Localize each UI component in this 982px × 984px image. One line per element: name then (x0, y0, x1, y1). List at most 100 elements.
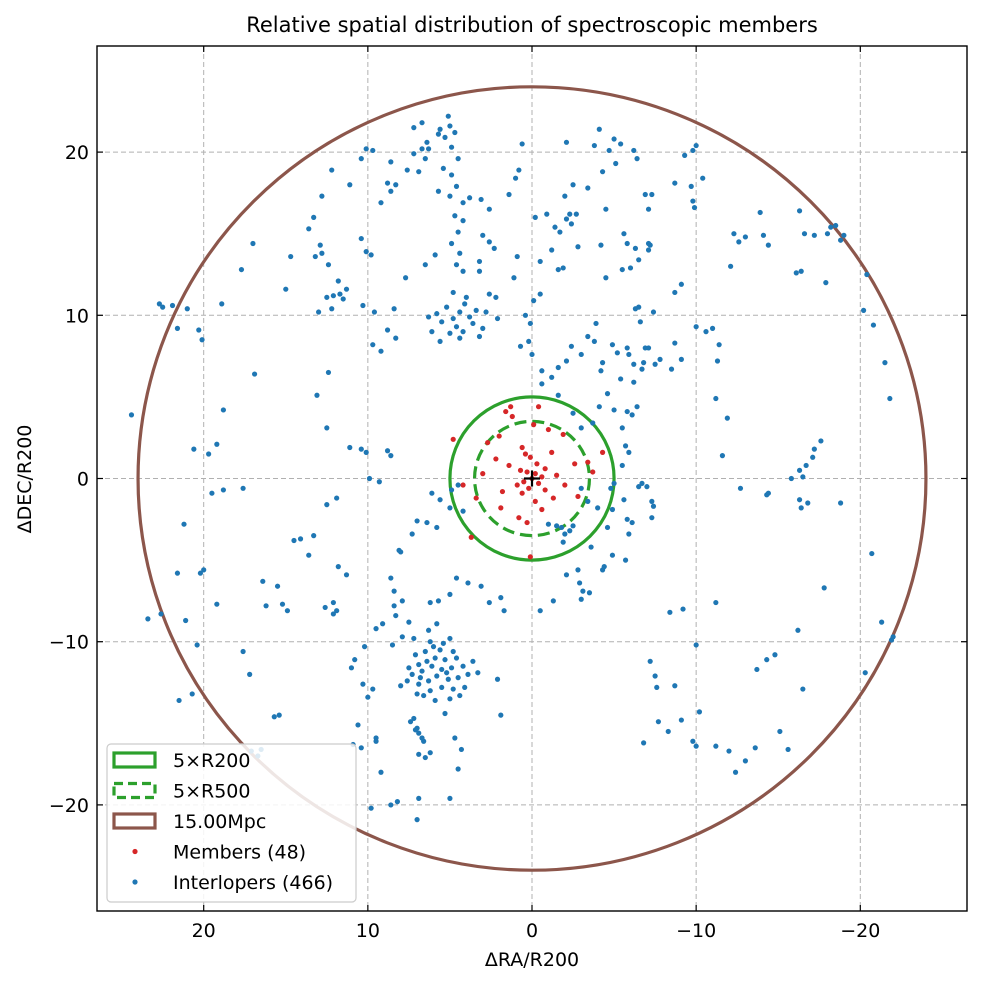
interloper-point (316, 309, 322, 315)
interloper-point (425, 146, 432, 152)
interloper-point (340, 296, 346, 302)
interloper-point (174, 570, 181, 576)
interloper-point (588, 544, 594, 550)
interloper-point (672, 340, 678, 346)
interloper-point (801, 231, 808, 237)
interloper-point (347, 444, 353, 451)
member-point (549, 449, 555, 455)
interloper-point (599, 169, 606, 175)
interloper-point (330, 293, 336, 299)
interloper-point (631, 379, 637, 385)
interloper-point (437, 126, 443, 132)
interloper-point (419, 120, 425, 126)
member-point (535, 480, 542, 486)
interloper-point (639, 366, 645, 372)
interloper-point (467, 314, 473, 320)
interloper-point (319, 250, 325, 256)
x-axis-label: ΔRA/R200 (485, 949, 579, 971)
circle-5-r200 (448, 395, 616, 562)
interloper-point (608, 485, 614, 491)
interloper-point (427, 599, 433, 606)
member-point (498, 505, 504, 511)
interloper-point (444, 670, 450, 676)
interloper-point (465, 580, 471, 586)
interloper-point (652, 361, 658, 367)
interloper-point (655, 719, 661, 725)
interloper-point (476, 333, 483, 340)
interloper-point (462, 684, 468, 691)
interloper-point (636, 484, 642, 490)
interloper-point (442, 134, 448, 140)
interloper-point (810, 454, 816, 460)
interloper-point (634, 404, 640, 410)
interloper-point (682, 152, 688, 158)
interloper-point (271, 714, 277, 720)
interloper-point (240, 648, 246, 655)
interloper-point (476, 268, 483, 274)
interloper-point (373, 626, 379, 632)
interloper-point (621, 497, 627, 503)
interloper-point (637, 319, 643, 325)
interloper-point (693, 743, 699, 749)
interloper-point (795, 627, 801, 633)
interloper-point (550, 598, 556, 604)
interloper-point (483, 309, 489, 315)
interloper-point (406, 665, 412, 671)
interloper-point (709, 325, 716, 331)
interloper-point (437, 647, 443, 653)
interloper-point (652, 673, 658, 679)
interloper-point (527, 320, 533, 327)
y-tick-label: −10 (49, 632, 89, 654)
interloper-point (736, 239, 742, 245)
interloper-point (416, 751, 422, 757)
interloper-point (864, 271, 870, 278)
interloper-point (598, 242, 604, 248)
interloper-point (330, 611, 336, 617)
interloper-point (220, 407, 226, 413)
interloper-point (422, 262, 428, 268)
legend-swatch (112, 751, 157, 769)
interloper-point (411, 715, 417, 722)
interloper-point (728, 263, 734, 269)
interloper-point (622, 443, 629, 449)
interloper-point (578, 351, 584, 358)
member-point (514, 482, 520, 488)
interloper-point (537, 291, 543, 297)
interloper-point (450, 686, 456, 692)
interloper-point (700, 175, 706, 181)
interloper-point (636, 304, 642, 310)
interloper-point (726, 748, 732, 754)
interloper-point (732, 769, 739, 775)
interloper-point (189, 691, 195, 697)
interloper-point (486, 599, 492, 606)
interloper-point (562, 193, 568, 199)
interloper-point (460, 508, 466, 514)
interloper-point (251, 371, 258, 377)
interloper-point (158, 611, 164, 617)
interloper-point (274, 583, 281, 589)
interloper-point (568, 221, 574, 227)
interloper-point (478, 196, 484, 203)
interloper-point (838, 237, 844, 243)
interloper-point (562, 531, 568, 537)
interloper-point (324, 425, 330, 431)
interloper-point (384, 327, 391, 333)
member-point (516, 515, 522, 521)
interloper-point (757, 209, 763, 216)
interloper-point (575, 567, 581, 573)
interloper-point (668, 366, 675, 372)
legend-label: Members (48) (173, 842, 306, 864)
interloper-point (752, 745, 758, 751)
interloper-point (447, 635, 453, 642)
interloper-point (691, 204, 698, 211)
interloper-point (457, 250, 463, 256)
interloper-point (555, 266, 561, 273)
interloper-point (742, 234, 748, 240)
interloper-point (447, 505, 453, 511)
interloper-point (539, 381, 545, 387)
interloper-point (731, 231, 737, 237)
interloper-point (470, 320, 476, 327)
x-tick-label: −10 (676, 920, 716, 942)
interloper-point (363, 449, 369, 455)
interloper-point (737, 485, 744, 491)
